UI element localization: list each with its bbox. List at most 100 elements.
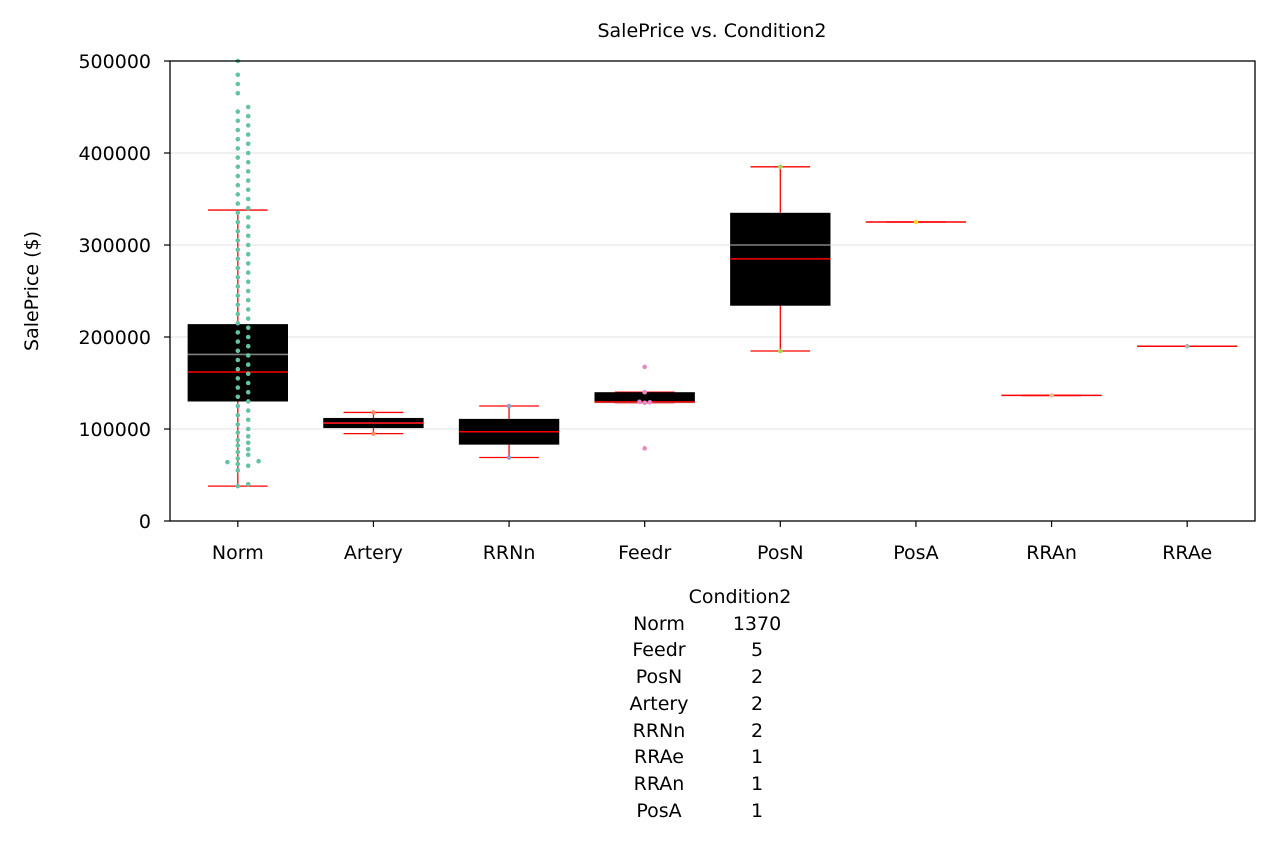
- count-value: 2: [750, 719, 764, 742]
- swarm-point: [245, 104, 251, 110]
- swarm-point: [245, 178, 251, 183]
- swarm-point: [245, 426, 251, 432]
- swarm-point: [245, 399, 251, 404]
- swarm-point: [235, 164, 241, 170]
- swarm-point: [506, 455, 512, 460]
- count-category: Artery: [629, 692, 689, 715]
- count-row: PosN 2: [600, 664, 830, 691]
- swarm-point: [245, 233, 251, 239]
- count-value: 1: [750, 799, 764, 822]
- counts-table-header: Condition2: [688, 586, 792, 608]
- swarm-point: [225, 459, 230, 465]
- swarm-point: [245, 251, 251, 257]
- swarm-point: [245, 205, 251, 211]
- box-group: [323, 410, 424, 436]
- y-tick-label: 300000: [78, 235, 151, 257]
- x-tick-label: RRAn: [1026, 542, 1077, 564]
- x-tick-label: Artery: [344, 542, 403, 564]
- swarm-point: [245, 132, 251, 137]
- swarm-point: [235, 302, 241, 308]
- swarm-point: [245, 446, 251, 452]
- swarm-point: [235, 293, 241, 298]
- swarm-point: [245, 389, 251, 395]
- swarm-point: [245, 362, 251, 367]
- swarm-point: [235, 430, 241, 435]
- swarm-point: [235, 192, 241, 197]
- swarm-point: [235, 265, 241, 271]
- swarm-point: [245, 452, 251, 458]
- swarm-point: [778, 164, 783, 170]
- count-category: RRNn: [632, 719, 686, 742]
- swarm-point: [245, 288, 251, 294]
- swarm-point: [256, 458, 261, 464]
- swarm-point: [1184, 343, 1190, 349]
- swarm-point: [235, 339, 241, 344]
- plot-area: [187, 58, 1238, 489]
- swarm-point: [235, 468, 241, 473]
- count-row: RRAe 1: [600, 744, 830, 771]
- swarm-point: [245, 297, 251, 303]
- swarm-point: [371, 431, 376, 436]
- swarm-point: [245, 380, 251, 386]
- y-tick-label: 400000: [78, 143, 151, 165]
- swarm-point: [235, 422, 241, 427]
- swarm-point: [245, 307, 251, 312]
- x-tick-label: Norm: [212, 542, 264, 564]
- count-category: RRAn: [633, 772, 685, 795]
- swarm-point: [235, 182, 241, 188]
- swarm-point: [245, 113, 251, 119]
- swarm-point: [235, 449, 241, 455]
- x-tick-label: PosN: [757, 542, 804, 564]
- swarm-point: [245, 150, 251, 156]
- count-row: Feedr 5: [600, 637, 830, 664]
- swarm-point: [245, 169, 251, 174]
- swarm-point: [235, 284, 241, 289]
- swarm-point: [1049, 393, 1054, 398]
- swarm-point: [235, 461, 241, 467]
- x-tick-label: PosA: [893, 542, 938, 564]
- swarm-point: [235, 376, 241, 381]
- swarm-point: [642, 446, 647, 451]
- swarm-point: [235, 210, 241, 216]
- swarm-point: [235, 403, 241, 409]
- swarm-point: [235, 201, 241, 206]
- swarm-point: [245, 408, 251, 413]
- swarm-point: [235, 238, 241, 243]
- swarm-point: [235, 456, 241, 461]
- swarm-point: [235, 385, 241, 390]
- swarm-point: [235, 483, 241, 489]
- box-group: [594, 364, 695, 451]
- swarm-point: [245, 279, 251, 285]
- swarm-point: [245, 463, 251, 469]
- count-row: RRNn 2: [600, 718, 830, 745]
- swarm-point: [235, 173, 241, 179]
- iqr-box: [594, 392, 695, 403]
- y-tick-label: 100000: [78, 419, 151, 441]
- swarm-point: [245, 187, 251, 193]
- y-tick-label: 200000: [78, 327, 151, 349]
- swarm-point: [245, 343, 251, 349]
- y-tick-label: 0: [139, 511, 151, 533]
- swarm-point: [235, 72, 241, 78]
- swarm-point: [235, 228, 241, 234]
- y-axis: 0 100000 200000 300000 400000 500000: [78, 51, 170, 533]
- swarm-point: [647, 400, 653, 405]
- box-group: [865, 219, 967, 225]
- swarm-point: [235, 437, 241, 443]
- swarm-point: [235, 219, 241, 225]
- x-tick-label: Feedr: [618, 542, 671, 564]
- y-axis-label: SalePrice ($): [21, 231, 43, 351]
- swarm-point: [235, 366, 241, 372]
- category-counts-table: Condition2 Norm 1370 Feedr 5 PosN 2 Artery 2…: [600, 584, 830, 824]
- count-value: 1370: [732, 612, 782, 635]
- swarm-point: [235, 146, 241, 151]
- count-category: PosA: [636, 799, 682, 822]
- swarm-point: [245, 334, 251, 340]
- count-category: PosN: [635, 666, 683, 689]
- swarm-point: [245, 261, 251, 266]
- x-tick-label: RRAe: [1162, 542, 1212, 564]
- count-category: RRAe: [634, 746, 684, 769]
- swarm-point: [245, 440, 251, 446]
- swarm-point: [778, 348, 783, 354]
- count-value: 1: [750, 772, 764, 795]
